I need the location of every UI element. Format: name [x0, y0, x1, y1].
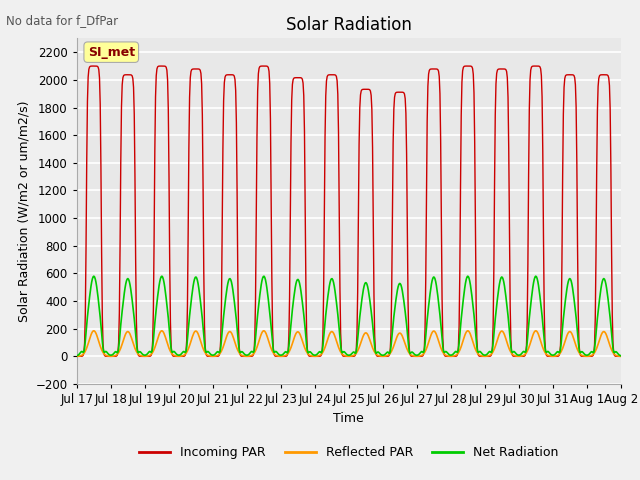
Text: No data for f_DfPar: No data for f_DfPar	[6, 14, 118, 27]
Y-axis label: Solar Radiation (W/m2 or um/m2/s): Solar Radiation (W/m2 or um/m2/s)	[17, 100, 30, 322]
X-axis label: Time: Time	[333, 411, 364, 425]
Title: Solar Radiation: Solar Radiation	[286, 16, 412, 34]
Text: SI_met: SI_met	[88, 46, 135, 59]
Legend: Incoming PAR, Reflected PAR, Net Radiation: Incoming PAR, Reflected PAR, Net Radiati…	[134, 441, 564, 464]
